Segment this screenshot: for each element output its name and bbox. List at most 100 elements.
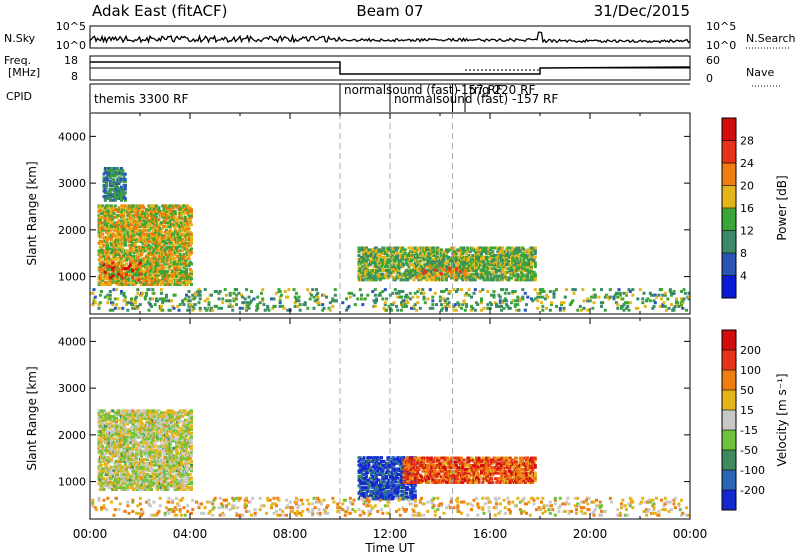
heatmap-cell (508, 306, 512, 310)
heatmap-cell (153, 266, 157, 270)
heatmap-cell (502, 270, 506, 274)
heatmap-cell (462, 265, 466, 269)
heatmap-cell (117, 272, 121, 276)
heatmap-cell (463, 268, 467, 272)
heatmap-cell (161, 245, 165, 249)
heatmap-cell (398, 276, 402, 280)
heatmap-cell (452, 304, 456, 308)
heatmap-cell (316, 295, 320, 299)
heatmap-cell (362, 278, 366, 282)
heatmap-cell (450, 270, 453, 274)
heatmap-cell (143, 269, 147, 273)
heatmap-cell (280, 293, 283, 297)
heatmap-cell (480, 308, 483, 312)
heatmap-cell (125, 219, 128, 223)
heatmap-cell (460, 276, 463, 280)
heatmap-cell (385, 252, 388, 256)
heatmap-cell (148, 256, 152, 260)
heatmap-cell (132, 488, 136, 491)
heatmap-cell (151, 219, 155, 223)
heatmap-cell (108, 168, 112, 172)
heatmap-cell (513, 274, 517, 278)
heatmap-cell (376, 270, 380, 274)
heatmap-cell (163, 234, 167, 238)
heatmap-cell (122, 418, 126, 422)
heatmap-cell (636, 306, 640, 310)
heatmap-cell (381, 261, 385, 265)
heatmap-cell (616, 303, 620, 307)
heatmap-cell (523, 267, 527, 271)
heatmap-cell (97, 430, 101, 433)
heatmap-cell (493, 276, 497, 280)
heatmap-cell (643, 304, 647, 308)
heatmap-cell (593, 295, 597, 299)
heatmap-cell (112, 178, 116, 182)
heatmap-cell (180, 221, 183, 225)
heatmap-cell (682, 297, 686, 301)
heatmap-cell (488, 248, 492, 252)
heatmap-cell (132, 428, 136, 432)
heatmap-cell (437, 261, 441, 265)
heatmap-cell (110, 435, 113, 439)
heatmap-cell (191, 304, 195, 308)
heatmap-cell (131, 249, 135, 253)
heatmap-cell (118, 478, 122, 482)
heatmap-cell (516, 299, 520, 303)
heatmap-cell (128, 254, 132, 258)
heatmap-cell (498, 301, 502, 305)
heatmap-cell (533, 263, 537, 267)
heatmap-cell (117, 219, 121, 223)
heatmap-cell (151, 297, 155, 301)
heatmap-cell (100, 256, 103, 260)
heatmap-cell (135, 463, 138, 467)
heatmap-cell (123, 241, 127, 245)
heatmap-cell (392, 263, 396, 267)
heatmap-cell (513, 252, 517, 256)
heatmap-cell (126, 249, 130, 253)
heatmap-cell (178, 236, 182, 240)
heatmap-cell (123, 413, 127, 417)
heatmap-cell (676, 303, 680, 307)
heatmap-cell (112, 418, 116, 422)
heatmap-cell (353, 303, 357, 307)
heatmap-cell (493, 261, 497, 265)
heatmap-cell (173, 213, 177, 217)
heatmap-cell (378, 248, 382, 252)
heatmap-cell (628, 290, 632, 293)
heatmap-cell (370, 272, 373, 276)
heatmap-cell (148, 221, 152, 225)
heatmap-cell (168, 264, 172, 268)
heatmap-cell (128, 221, 132, 225)
heatmap-cell (160, 221, 163, 225)
heatmap-cell (367, 248, 371, 252)
heatmap-cell (98, 446, 102, 450)
heatmap-cell (563, 295, 567, 299)
heatmap-cell (105, 185, 108, 189)
heatmap-cell (453, 303, 457, 307)
heatmap-cell (123, 185, 127, 189)
heatmap-cell (107, 411, 111, 415)
heatmap-cell (148, 223, 152, 227)
heatmap-cell (110, 258, 113, 262)
heatmap-cell (135, 295, 138, 299)
heatmap-cell (117, 448, 121, 452)
heatmap-cell (375, 297, 378, 301)
heatmap-cell (442, 255, 446, 259)
heatmap-cell (456, 261, 460, 265)
heatmap-cell (407, 265, 411, 269)
heatmap-cell (107, 226, 111, 230)
heatmap-cell (122, 213, 126, 217)
heatmap-cell (532, 270, 536, 274)
heatmap-cell (548, 308, 552, 312)
heatmap-cell (373, 301, 377, 305)
heatmap-cell (143, 221, 147, 225)
heatmap-cell (138, 211, 142, 215)
heatmap-cell (398, 265, 402, 269)
heatmap-cell (105, 182, 108, 185)
heatmap-cell (442, 290, 446, 293)
heatmap-cell (132, 226, 136, 230)
heatmap-cell (422, 272, 426, 276)
heatmap-cell (107, 443, 111, 447)
heatmap-cell (111, 274, 115, 278)
heatmap-cell (138, 228, 142, 232)
